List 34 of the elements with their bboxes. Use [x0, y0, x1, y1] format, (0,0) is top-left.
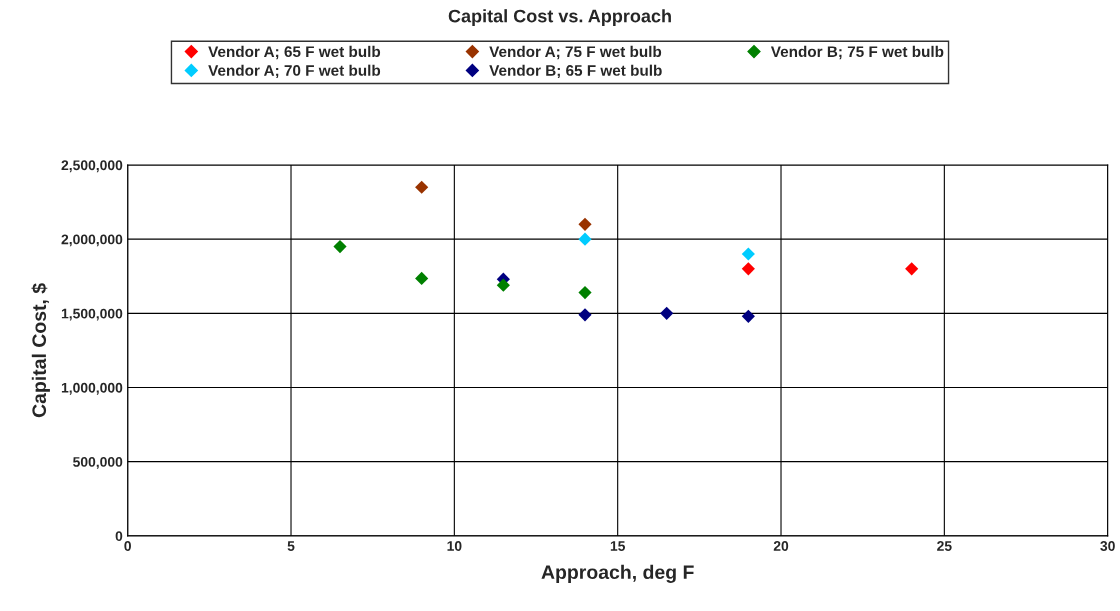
legend-label: Vendor B; 75 F wet bulb	[770, 45, 944, 60]
legend-label: Vendor A; 75 F wet bulb	[489, 45, 662, 60]
chart-title: Capital Cost vs. Approach	[448, 9, 671, 26]
x-tick-label: 20	[773, 541, 789, 551]
x-axis-title: Approach, deg F	[541, 564, 694, 583]
point	[578, 308, 592, 322]
point	[905, 262, 919, 276]
y-tick-label: 2,000,000	[61, 234, 123, 247]
x-tick-label: 0	[124, 541, 131, 551]
y-tick-label: 1,500,000	[61, 308, 123, 321]
point	[578, 217, 592, 231]
legend-label: Vendor A; 65 F wet bulb	[208, 45, 381, 60]
x-tick-label: 25	[937, 541, 952, 551]
x-tick-label: 5	[287, 541, 295, 551]
point	[578, 232, 592, 246]
point	[741, 309, 755, 323]
y-axis-title: Capital Cost, $	[31, 283, 50, 418]
point	[415, 271, 429, 286]
point	[496, 278, 510, 292]
point	[741, 247, 755, 261]
point	[660, 306, 674, 320]
point	[333, 239, 347, 254]
y-tick-label: 2,500,000	[61, 160, 123, 173]
legend-label: Vendor B; 65 F wet bulb	[489, 64, 662, 79]
point	[741, 262, 755, 276]
x-tick-label: 30	[1100, 541, 1115, 551]
x-tick-label: 15	[610, 541, 626, 551]
point	[578, 285, 592, 300]
y-tick-label: 0	[115, 531, 123, 542]
y-tick-label: 500,000	[73, 457, 123, 469]
x-tick-label: 10	[447, 541, 462, 551]
point	[415, 180, 429, 194]
legend-label: Vendor A; 70 F wet bulb	[208, 64, 381, 79]
y-tick-label: 1,000,000	[61, 382, 123, 395]
